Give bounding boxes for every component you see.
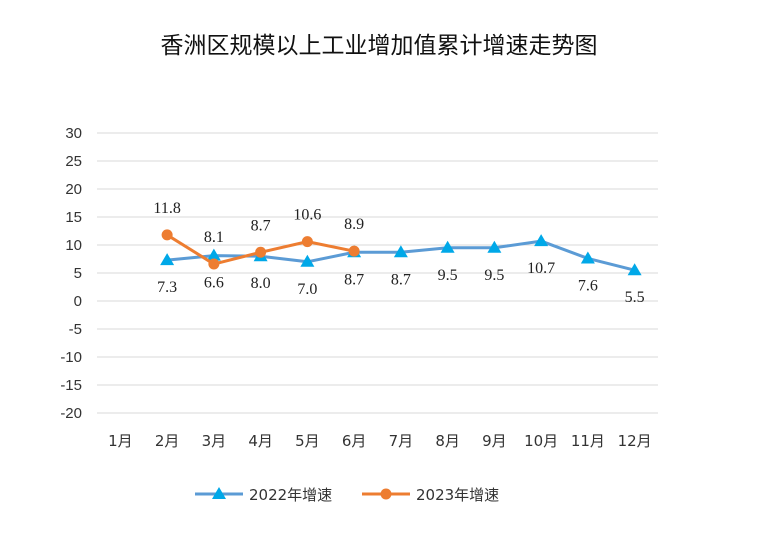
data-point: [161, 229, 173, 241]
data-point: [160, 253, 175, 266]
x-tick-label: 9月: [482, 432, 507, 450]
data-label: 10.7: [527, 260, 555, 277]
y-tick-label: -20: [60, 405, 82, 422]
data-point: [208, 258, 220, 270]
legend-label: 2022年增速: [249, 486, 332, 504]
data-label: 9.5: [484, 267, 504, 284]
y-tick-label: 25: [65, 153, 82, 170]
data-point: [206, 248, 221, 261]
x-tick-label: 10月: [524, 432, 558, 450]
chart-title: 香洲区规模以上工业增加值累计增速走势图: [161, 33, 598, 59]
data-label: 7.0: [297, 281, 317, 298]
data-label: 8.9: [344, 216, 364, 233]
y-tick-label: 10: [65, 237, 82, 254]
y-tick-label: 30: [65, 125, 82, 142]
x-tick-label: 7月: [389, 432, 414, 450]
y-tick-label: 5: [74, 265, 82, 282]
x-tick-label: 3月: [202, 432, 227, 450]
x-tick-label: 2月: [155, 432, 180, 450]
data-label: 8.7: [251, 217, 271, 234]
data-label: 8.1: [204, 229, 224, 246]
series-1: [160, 234, 642, 276]
data-label: 10.6: [293, 207, 321, 224]
data-point: [627, 263, 642, 276]
x-tick-label: 12月: [618, 432, 652, 450]
y-tick-label: 0: [74, 293, 82, 310]
data-label: 9.5: [438, 267, 458, 284]
data-point: [300, 254, 315, 267]
data-label: 5.5: [625, 289, 645, 306]
y-tick-label: 20: [65, 181, 82, 198]
y-tick-label: -15: [60, 377, 82, 394]
series-group: [160, 229, 642, 276]
data-label: 11.8: [153, 200, 180, 217]
y-tick-label: -10: [60, 349, 82, 366]
legend-label: 2023年增速: [416, 486, 499, 504]
data-label: 6.6: [204, 275, 224, 292]
data-point: [301, 236, 313, 248]
y-tick-label: 15: [65, 209, 82, 226]
grid-lines: [97, 132, 658, 414]
data-label: 7.6: [578, 277, 598, 294]
data-label: 8.7: [344, 271, 364, 288]
data-labels: 7.3 6.6 8.0 7.0 8.7 8.7 9.5 9.5 10.7 7.6 5.5 11.8 8.…: [153, 200, 644, 306]
y-tick-label: -5: [69, 321, 82, 338]
data-point: [255, 246, 267, 258]
data-label: 7.3: [157, 279, 177, 296]
data-point: [393, 245, 408, 258]
data-label: 8.7: [391, 271, 411, 288]
data-point: [348, 245, 360, 257]
y-axis-ticks: 30 25 20 15 10 5 0 -5 -10 -15 -20: [60, 125, 82, 422]
data-point: [440, 240, 455, 253]
x-tick-label: 11月: [571, 432, 605, 450]
x-tick-label: 8月: [435, 432, 460, 450]
series-2: [161, 229, 360, 270]
legend-item-2: 2023年增速: [362, 486, 499, 504]
data-point: [534, 234, 549, 247]
x-tick-label: 1月: [108, 432, 133, 450]
legend-item-1: 2022年增速: [195, 486, 332, 504]
data-label: 8.0: [251, 275, 271, 292]
data-point: [487, 240, 502, 253]
x-axis-ticks: 1月 2月 3月 4月 5月 6月 7月 8月 9月 10月 11月 12月: [108, 432, 652, 450]
data-point: [580, 251, 595, 264]
legend-triangle-icon: [212, 487, 226, 499]
x-tick-label: 5月: [295, 432, 320, 450]
x-tick-label: 4月: [248, 432, 273, 450]
legend-circle-icon: [380, 488, 392, 500]
legend: 2022年增速 2023年增速: [195, 486, 499, 504]
x-tick-label: 6月: [342, 432, 367, 450]
